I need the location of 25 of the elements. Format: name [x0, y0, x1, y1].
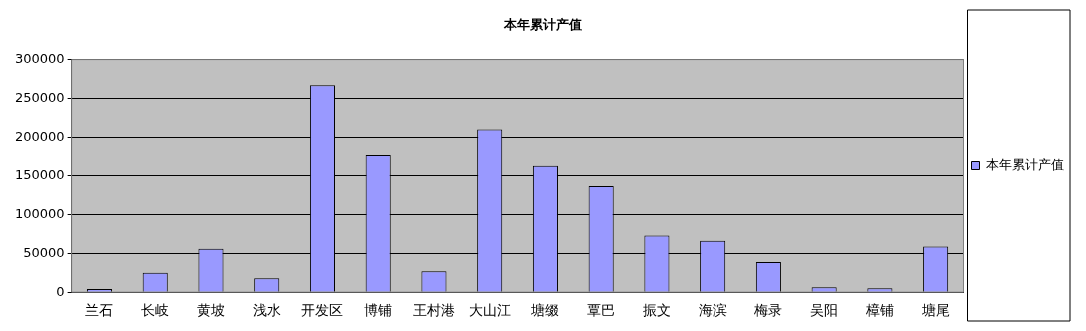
x-tick-label: 王村港 [412, 302, 455, 319]
y-tick-label: 300000 [14, 50, 65, 66]
x-tick-label: 吴阳 [810, 302, 839, 319]
x-tick-label: 海滨 [698, 302, 727, 319]
x-tick-label: 黄坡 [196, 302, 225, 319]
legend-label: 本年累计产值 [986, 156, 1064, 172]
y-tick-label: 50000 [23, 244, 65, 260]
x-tick-label: 樟铺 [864, 302, 894, 319]
x-tick-label: 塘缀 [530, 302, 560, 319]
x-tick-label: 长岐 [141, 302, 170, 319]
y-tick-label: 150000 [14, 167, 65, 183]
x-tick-label: 振文 [642, 302, 671, 319]
x-tick-label: 大山江 [468, 302, 511, 319]
y-tick-label: 250000 [14, 89, 65, 105]
x-tick-label: 塘尾 [920, 302, 950, 319]
x-tick-label: 梅录 [753, 302, 783, 319]
x-tick-label: 覃巴 [587, 302, 616, 319]
y-tick-label: 100000 [14, 206, 65, 222]
x-tick-label: 兰石 [85, 302, 114, 319]
x-tick-label: 开发区 [301, 302, 344, 319]
x-tick-label: 浅水 [252, 302, 281, 319]
y-tick-label: 200000 [14, 128, 65, 144]
x-tick-label: 博铺 [364, 302, 393, 319]
chart-title: 本年累计产值 [503, 17, 582, 33]
y-tick-label: 0 [56, 283, 65, 299]
